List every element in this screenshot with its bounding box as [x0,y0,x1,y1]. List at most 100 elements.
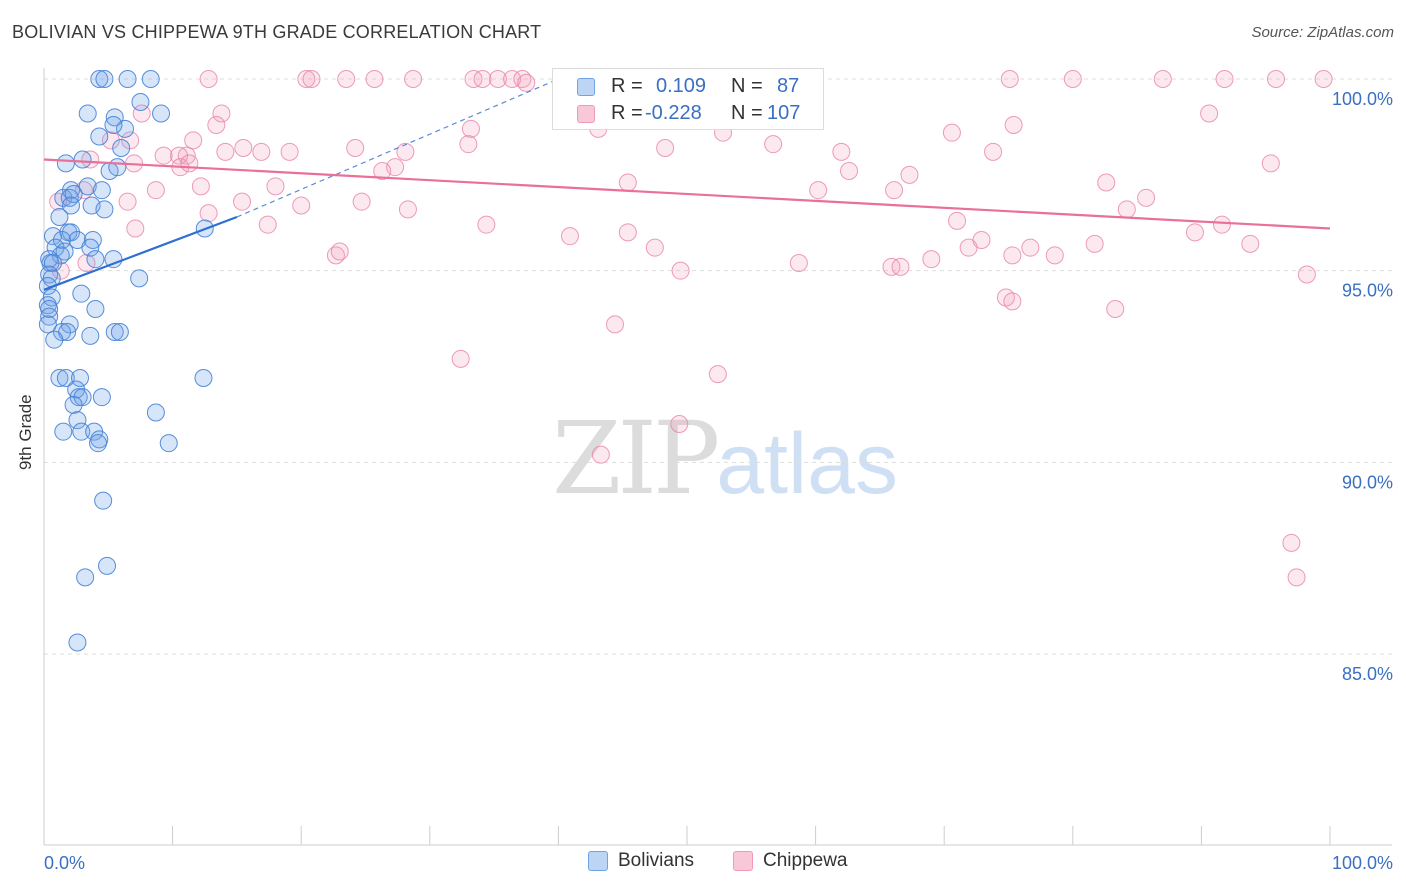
chippewa-trend-line [43,158,1331,230]
chippewa-point [451,349,470,368]
series-name-bolivians: Bolivians [618,850,695,871]
bolivians-point [81,238,100,257]
chippewa-point [346,139,365,157]
chippewa-point [560,227,579,246]
chippewa-point [1063,70,1082,88]
legend-n-label: N = [731,75,763,97]
chippewa-point [764,135,783,154]
bolivians-point [152,104,171,123]
chippewa-point [488,70,507,88]
chippewa-point [517,73,536,92]
chippewa-point [180,154,199,173]
bolivians-point [45,330,64,349]
watermark-atlas: atlas [716,416,898,512]
chippewa-point [948,211,967,230]
chippewa-point [154,146,173,165]
bolivians-point [108,158,127,177]
chippewa-point [1045,246,1064,265]
x-tick-label: 100.0% [1332,853,1393,873]
bolivians-point [73,150,92,169]
legend-n-value: 87 [777,75,800,97]
bolivians-trend-extension [236,78,559,218]
bolivians-point [51,246,70,265]
bolivians-point [110,323,129,341]
chippewa-point [473,70,492,88]
chippewa-point [1003,246,1022,265]
chippewa-point [199,70,218,88]
chippewa-point [459,135,478,154]
bolivians-point [118,70,137,88]
bolivians-point [40,307,59,326]
chippewa-point [398,200,417,219]
chippewa-point [170,146,189,165]
bolivians-point [38,315,57,334]
bolivians-point [40,300,59,318]
chippewa-point [404,70,423,88]
legend-r-value: -0.228 [645,102,702,124]
chippewa-point [882,257,901,276]
watermark-zip: ZIP [552,400,720,517]
source-label: Source: ZipAtlas.com [1251,24,1394,41]
chippewa-point [1185,223,1204,242]
bolivians-point [68,411,87,430]
bolivians-point [56,154,75,173]
chippewa-point [656,139,675,157]
chippewa-point [1137,188,1156,207]
chippewa-point [605,315,624,334]
chippewa-point [1021,238,1040,257]
chippewa-point [900,165,919,184]
chippewa-point [234,139,253,157]
y-tick-label: 100.0% [1332,89,1393,109]
bolivians-point [95,200,114,219]
chippewa-point [77,254,96,272]
bolivians-point [72,422,91,441]
y-tick-label: 90.0% [1342,472,1393,492]
chippewa-point [212,104,231,123]
bolivians-point [44,227,63,246]
chippewa-point [302,70,321,88]
chippewa-point [258,215,277,234]
chippewa-point [1241,234,1260,253]
chippewa-point [1153,70,1172,88]
bolivians-point [44,254,63,272]
chippewa-point [832,142,851,161]
chippewa-point [840,162,859,180]
bolivians-point [53,323,72,341]
chippewa-point [1212,215,1231,234]
chippewa-point [233,192,252,211]
chippewa-point [670,415,689,433]
bolivians-point [116,119,135,138]
chippewa-point [1261,154,1280,173]
chippewa-point [1215,70,1234,88]
bolivians-point [112,139,131,157]
bolivians-point [68,633,87,652]
legend-r-label: R = [611,102,643,124]
chippewa-point [132,104,151,123]
bolivians-point [194,369,213,387]
bolivians-point [73,388,92,407]
chippewa-point [1004,116,1023,134]
bolivians-point [50,208,69,226]
bolivians-point [105,323,124,341]
bolivians-point [78,177,97,196]
chippewa-point [118,192,137,211]
chippewa-point [1117,200,1136,219]
legend-n-value: 107 [767,102,801,124]
bolivians-point [159,434,178,453]
bolivians-point [62,223,81,242]
chippewa-point [477,215,496,234]
series-legend-bolivians: Bolivians [588,850,694,872]
chippewa-point [885,181,904,200]
chippewa-point [184,131,203,150]
legend-row-bolivians: R = 0.109 N = 87 [553,73,823,101]
bolivians-point [92,181,111,200]
bolivians-trend-line [43,215,238,291]
chippewa-point [352,192,371,211]
chart-title: BOLIVIAN VS CHIPPEWA 9TH GRADE CORRELATI… [12,22,542,42]
bolivians-point [130,269,149,288]
bolivians-point [53,231,72,249]
chippewa-point [461,119,480,138]
chippewa-point [591,445,610,464]
y-tick-label: 95.0% [1342,281,1393,301]
